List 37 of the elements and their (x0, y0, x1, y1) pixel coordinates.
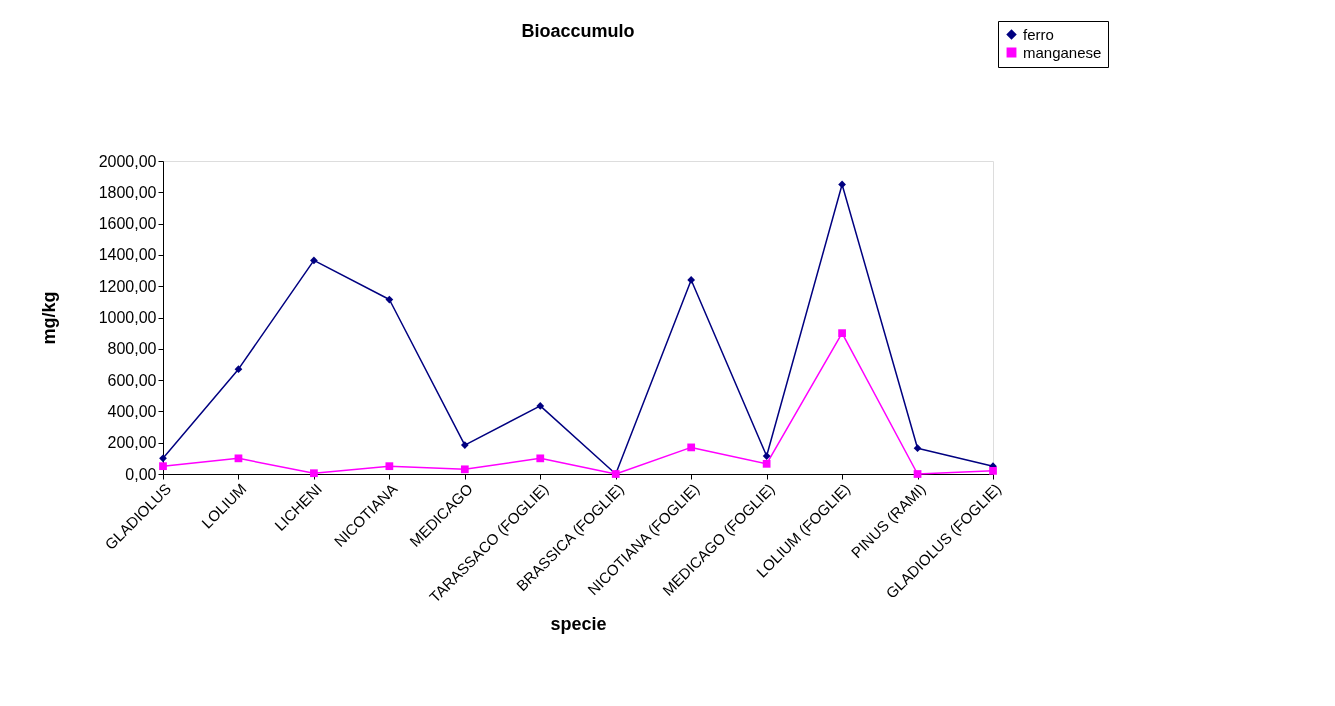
point (385, 295, 394, 304)
point (762, 459, 771, 468)
point (989, 467, 997, 475)
point (762, 452, 771, 460)
point (159, 462, 167, 471)
point (838, 180, 846, 189)
y-tick-label: 1000,00 (98, 309, 157, 326)
point (536, 454, 545, 463)
y-tick-label: 800,00 (107, 340, 157, 358)
point (310, 469, 318, 478)
x-axis-title: specie (550, 613, 607, 634)
y-tick-label: 0,00 (125, 465, 157, 483)
y-tick-label: 2000,00 (98, 152, 157, 170)
chart-title: Bioaccumulo (521, 20, 635, 41)
y-tick-label: 200,00 (107, 434, 157, 452)
point (687, 443, 696, 452)
point (159, 454, 167, 463)
point (913, 470, 922, 478)
y-tick-label: 1800,00 (98, 183, 157, 201)
point (536, 402, 545, 410)
point (913, 444, 922, 453)
point (234, 454, 243, 463)
y-tick-label: 1400,00 (98, 246, 157, 264)
point (385, 462, 394, 471)
y-axis-title: mg/kg (38, 291, 59, 345)
y-tick-label: 1600,00 (98, 215, 157, 233)
point (838, 329, 846, 338)
legend-label: manganese (1023, 43, 1102, 61)
point (234, 365, 243, 374)
point (460, 465, 469, 474)
y-tick-label: 1200,00 (98, 277, 157, 295)
y-tick-label: 400,00 (107, 402, 157, 420)
y-tick-label: 600,00 (107, 371, 157, 389)
point (310, 256, 318, 265)
legend-label: ferro (1023, 25, 1054, 43)
point (460, 441, 469, 449)
point (687, 276, 696, 284)
